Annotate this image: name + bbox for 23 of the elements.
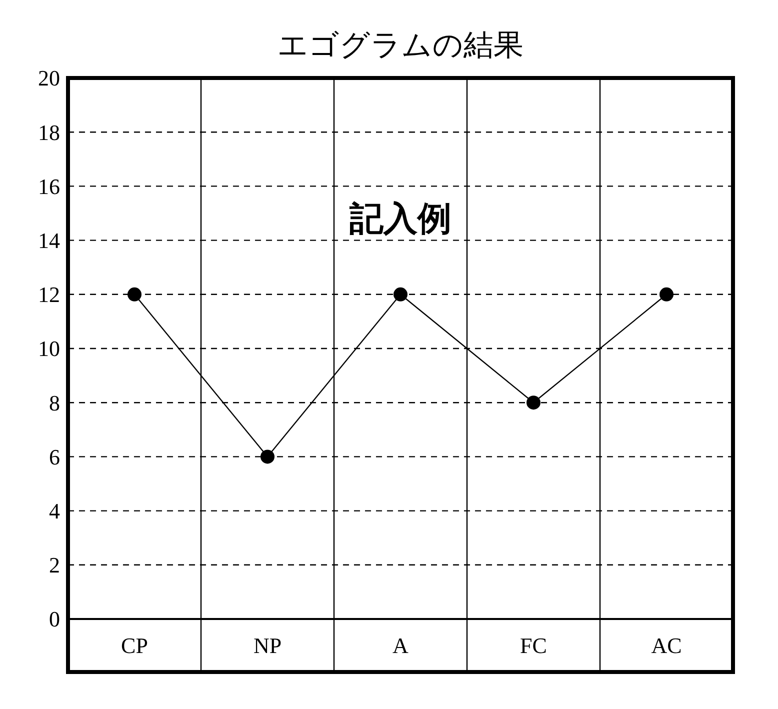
point bbox=[128, 287, 142, 302]
y-tick-label: 4 bbox=[49, 498, 60, 524]
y-tick-label: 12 bbox=[38, 282, 60, 308]
y-tick-label: 8 bbox=[49, 390, 60, 416]
y-tick-label: 16 bbox=[38, 174, 60, 199]
y-tick-label: 10 bbox=[38, 336, 60, 362]
y-tick-label: 20 bbox=[38, 66, 60, 91]
point bbox=[660, 287, 674, 302]
point bbox=[394, 287, 408, 302]
x-tick-label: NP bbox=[253, 633, 282, 658]
y-tick-label: 6 bbox=[49, 444, 60, 470]
point bbox=[526, 396, 540, 410]
x-tick-label: FC bbox=[520, 633, 547, 658]
y-tick-label: 2 bbox=[49, 552, 60, 578]
y-tick-label: 18 bbox=[38, 120, 60, 145]
x-tick-label: CP bbox=[121, 633, 148, 658]
y-tick-label: 14 bbox=[38, 228, 60, 253]
point bbox=[260, 450, 274, 464]
x-tick-label: A bbox=[392, 633, 409, 658]
y-tick-label: 0 bbox=[49, 606, 60, 632]
x-tick-label: AC bbox=[651, 633, 682, 658]
annotation: 記入例 bbox=[348, 199, 452, 239]
chart-title: エゴグラムの結果 bbox=[278, 28, 524, 63]
